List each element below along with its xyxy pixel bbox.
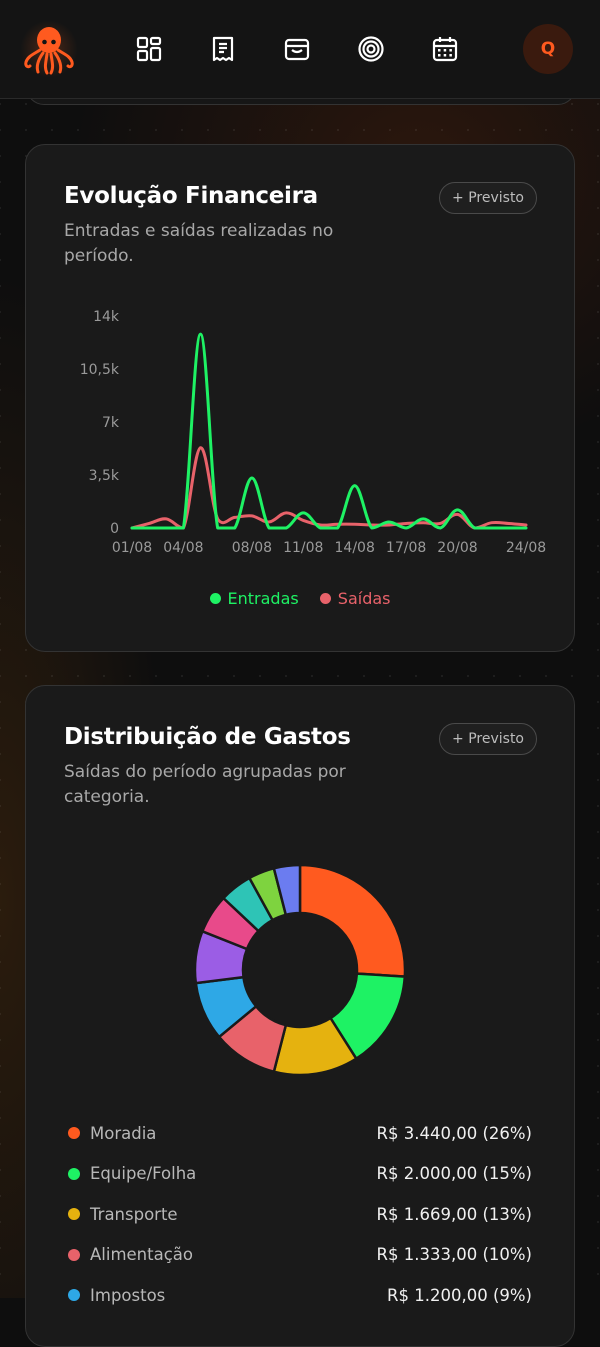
- user-avatar[interactable]: Q: [523, 24, 573, 74]
- distribuicao-gastos-card: Distribuição de Gastos Saídas do período…: [25, 685, 575, 1347]
- category-color-dot: [68, 1289, 80, 1301]
- top-nav-bar: Q: [0, 0, 600, 99]
- category-row[interactable]: Alimentação R$ 1.333,00 (10%): [68, 1243, 532, 1267]
- dashboard-icon[interactable]: [135, 35, 163, 63]
- x-tick-label: 14/08: [335, 540, 375, 556]
- receipt-icon[interactable]: [209, 35, 237, 63]
- category-name: Alimentação: [90, 1245, 193, 1264]
- legend-dot-saidas: [319, 593, 331, 604]
- x-tick-label: 20/08: [437, 540, 477, 556]
- target-icon[interactable]: [357, 35, 385, 63]
- card-subtitle: Saídas do período agrupadas por categori…: [64, 762, 346, 807]
- previsto-toggle-button[interactable]: + Previsto: [439, 182, 537, 214]
- octopus-icon: [24, 27, 74, 75]
- legend-dot-entradas: [209, 593, 221, 604]
- evolucao-financeira-card: Evolução Financeira Entradas e saídas re…: [25, 144, 575, 652]
- x-tick-label: 24/08: [506, 540, 546, 556]
- category-row[interactable]: Moradia R$ 3.440,00 (26%): [68, 1121, 532, 1145]
- category-row[interactable]: Impostos R$ 1.200,00 (9%): [68, 1283, 532, 1307]
- legend-label-saidas: Saídas: [337, 589, 391, 608]
- y-tick-label: 0: [110, 521, 119, 537]
- category-value: R$ 2.000,00 (15%): [376, 1164, 532, 1183]
- y-tick-label: 10,5k: [80, 362, 120, 378]
- category-color-dot: [68, 1127, 80, 1139]
- x-tick-label: 11/08: [283, 540, 323, 556]
- category-value: R$ 1.669,00 (13%): [376, 1204, 532, 1224]
- financial-evolution-line-chart: 0 3,5k 7k 10,5k 14k 01/08 04/08 08/08 11/08 14/08…: [80, 309, 546, 556]
- category-value: R$ 1.333,00 (10%): [376, 1245, 532, 1264]
- category-name: Transporte: [90, 1204, 178, 1224]
- donut-slice[interactable]: [298, 863, 407, 978]
- wallet-icon[interactable]: [283, 35, 311, 63]
- chart-legend: Entradas Saídas: [26, 589, 574, 608]
- category-name: Moradia: [90, 1123, 157, 1143]
- calendar-icon[interactable]: [431, 35, 459, 63]
- y-tick-label: 3,5k: [89, 468, 120, 484]
- category-row[interactable]: Equipe/Folha R$ 2.000,00 (15%): [68, 1162, 532, 1186]
- series-line-entradas[interactable]: [130, 332, 528, 530]
- x-tick-label: 17/08: [386, 540, 426, 556]
- card-subtitle: Entradas e saídas realizadas no período.: [64, 221, 334, 266]
- legend-label-entradas: Entradas: [227, 589, 299, 608]
- category-name: Equipe/Folha: [90, 1164, 197, 1183]
- donut-slice[interactable]: [272, 863, 302, 917]
- card-title: Distribuição de Gastos: [64, 724, 351, 750]
- category-color-dot: [68, 1248, 80, 1261]
- x-tick-label: 08/08: [232, 540, 272, 556]
- category-color-dot: [68, 1208, 80, 1220]
- series-line-saídas[interactable]: [130, 446, 528, 530]
- category-name: Impostos: [90, 1285, 166, 1305]
- y-tick-label: 7k: [102, 415, 120, 431]
- category-value: R$ 1.200,00 (9%): [387, 1285, 532, 1305]
- x-tick-label: 01/08: [112, 540, 152, 556]
- previsto-toggle-button[interactable]: + Previsto: [439, 723, 537, 755]
- category-color-dot: [68, 1167, 80, 1180]
- y-tick-label: 14k: [93, 309, 120, 325]
- card-title: Evolução Financeira: [64, 183, 318, 209]
- x-tick-label: 04/08: [163, 540, 203, 556]
- legend-saidas[interactable]: Saídas: [319, 589, 391, 608]
- category-row[interactable]: Transporte R$ 1.669,00 (13%): [68, 1202, 532, 1226]
- category-value: R$ 3.440,00 (26%): [376, 1123, 532, 1143]
- octopus-logo-icon[interactable]: [20, 20, 78, 78]
- legend-entradas[interactable]: Entradas: [209, 589, 299, 608]
- expense-distribution-donut-chart: [193, 863, 407, 1077]
